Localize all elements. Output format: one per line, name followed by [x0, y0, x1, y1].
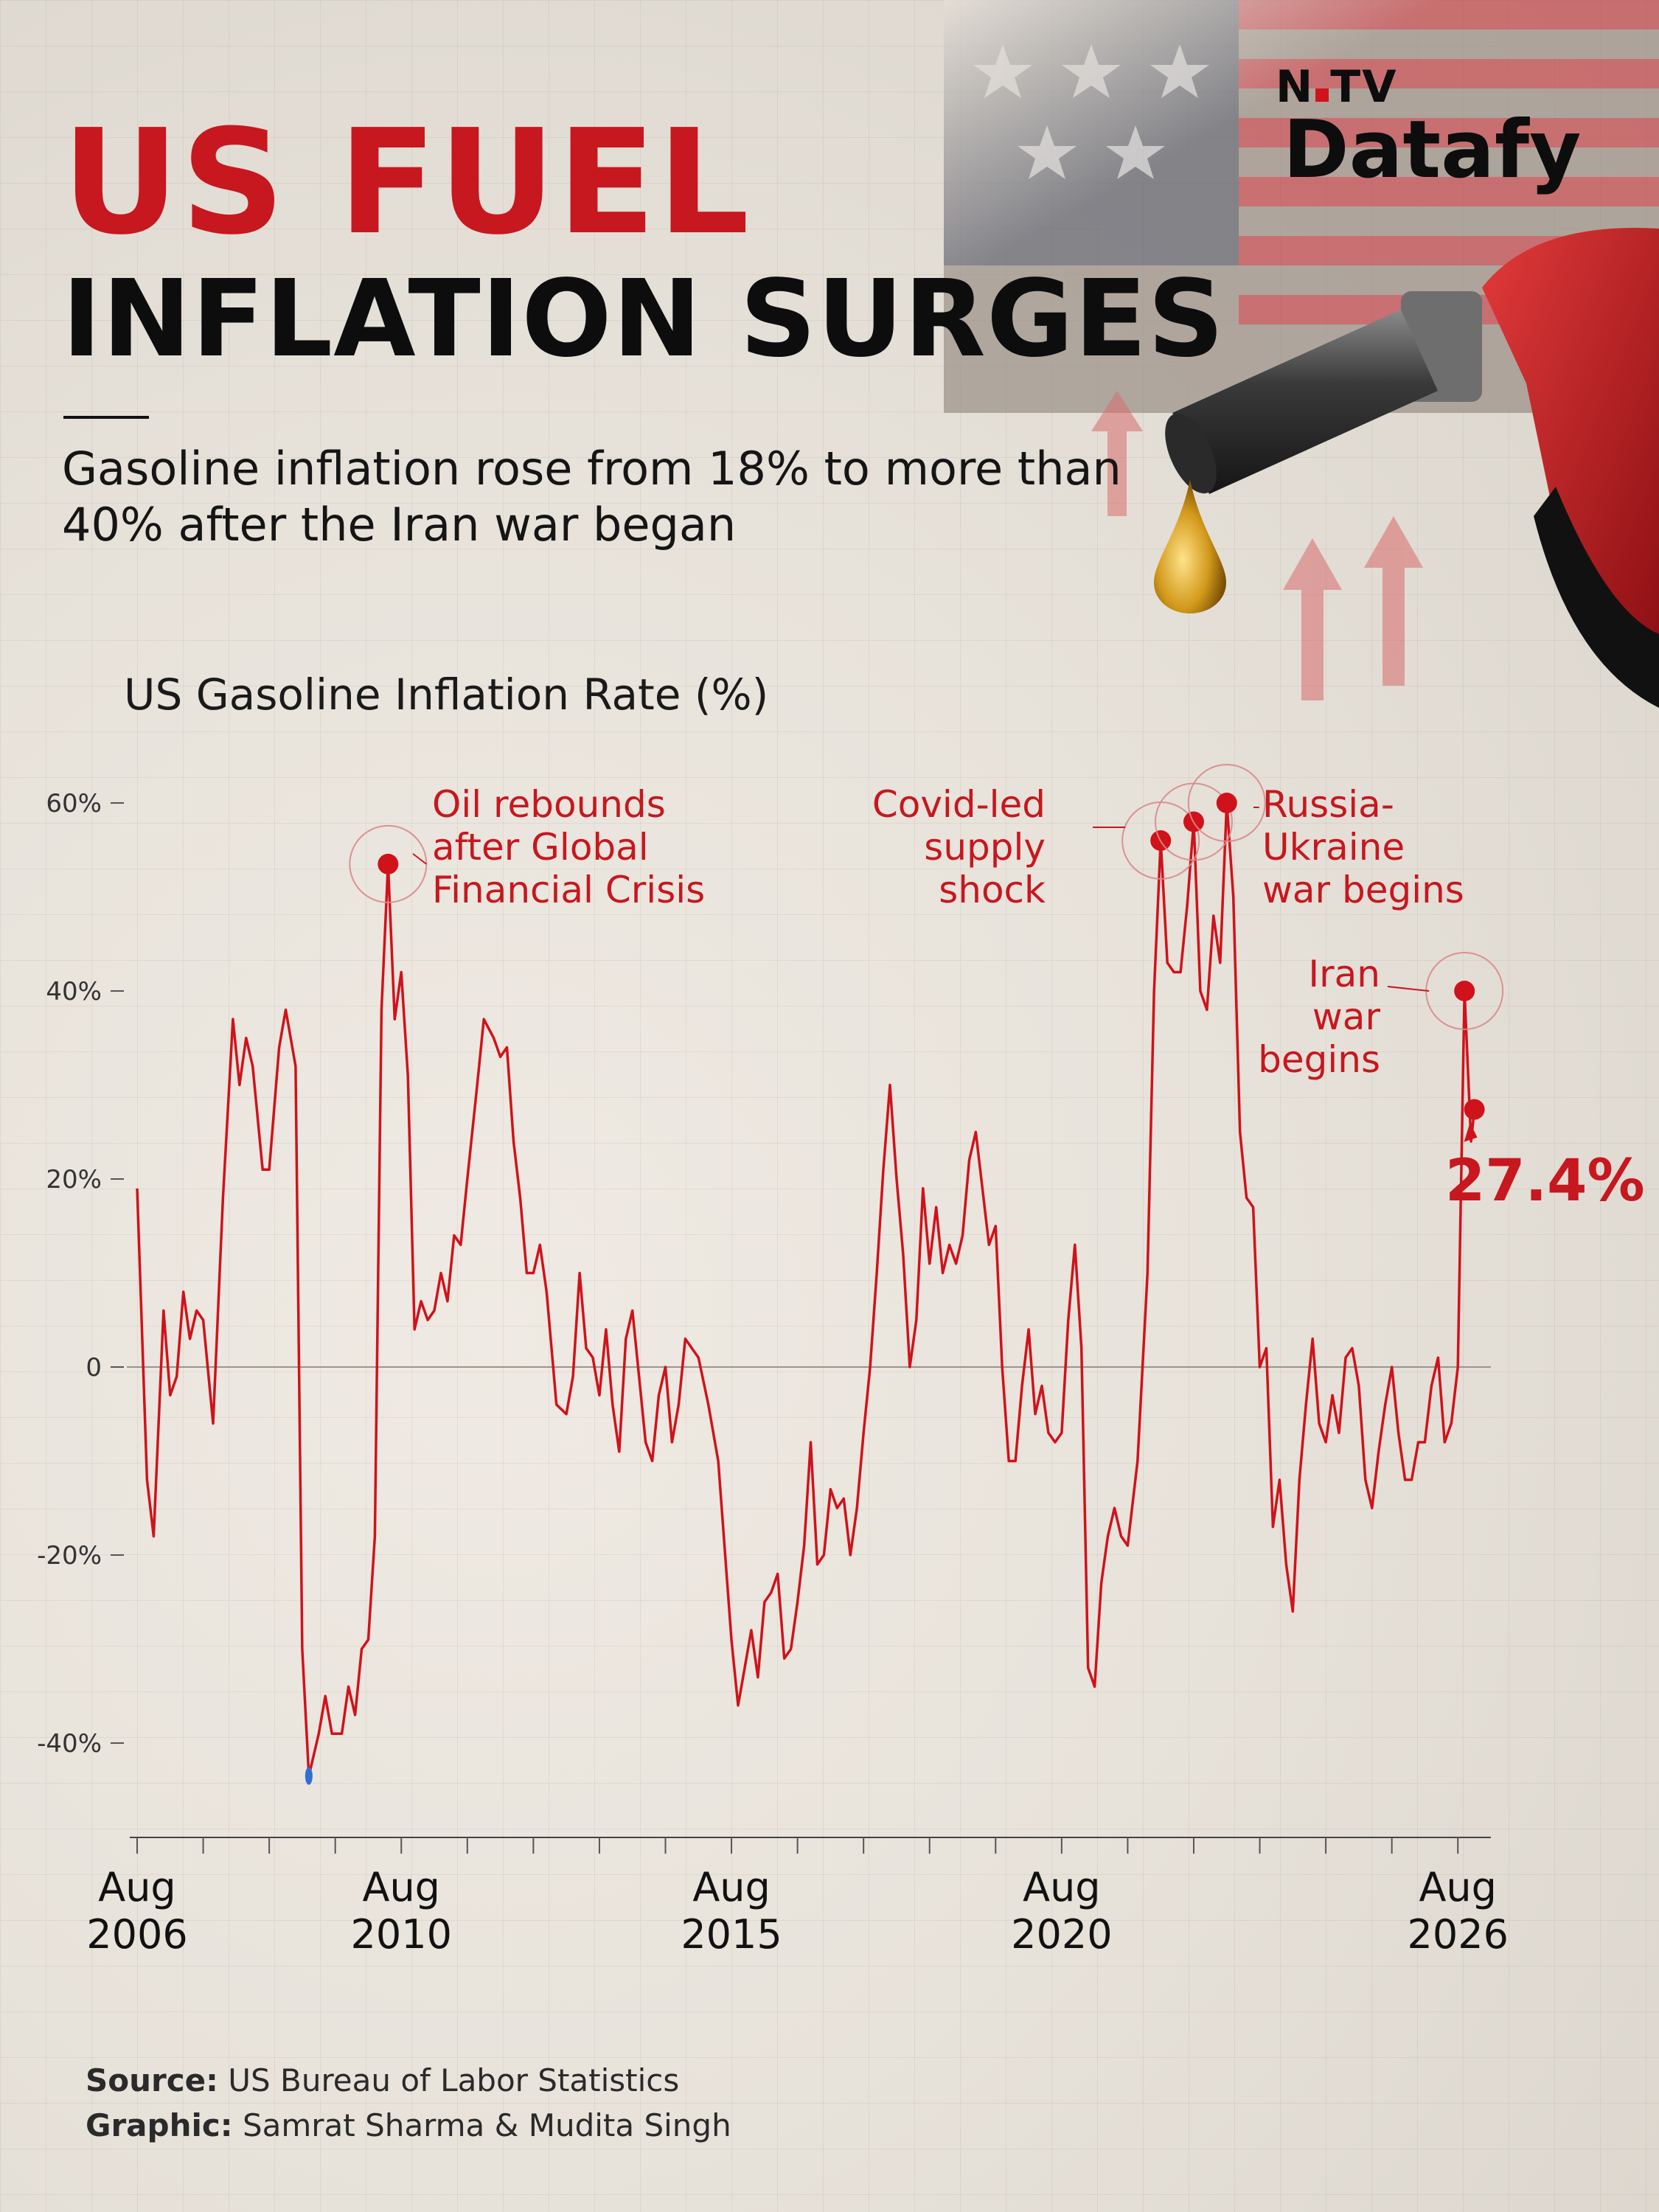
- y-tick-label: -20%: [37, 1541, 102, 1571]
- highlight-ring: [1187, 764, 1266, 842]
- source-line: Source: US Bureau of Labor Statistics: [86, 2059, 731, 2104]
- minimum-point-marker: [305, 1767, 313, 1785]
- graphic-label: Graphic:: [86, 2107, 233, 2143]
- y-tick-label: 0: [86, 1353, 102, 1382]
- subtitle: Gasoline inflation rose from 18% to more…: [62, 442, 1121, 552]
- highlight-point: [1464, 1099, 1485, 1120]
- x-tick-label-month: Aug: [1023, 1864, 1100, 1910]
- covid-annotation-line: shock: [939, 869, 1046, 911]
- russia-annotation-line: war begins: [1262, 869, 1464, 911]
- up-arrows: [1091, 391, 1423, 700]
- source-value: US Bureau of Labor Statistics: [228, 2062, 680, 2098]
- russia-annotation-line: Russia-: [1262, 783, 1394, 826]
- gfc-annotation-line: after Global: [432, 826, 649, 869]
- fuel-nozzle-icon: [1165, 228, 1659, 708]
- iran-annotation-line: begins: [1258, 1038, 1380, 1081]
- latest-value-arrow: [1464, 1122, 1478, 1142]
- logo-text-left: N: [1276, 61, 1315, 113]
- ndtv-logo: N TV: [1276, 65, 1398, 109]
- graphic-line: Graphic: Samrat Sharma & Mudita Singh: [86, 2104, 731, 2149]
- logo-red-dot: [1315, 88, 1329, 102]
- x-tick-label-year: 2006: [86, 1911, 187, 1958]
- x-tick-label-month: Aug: [1419, 1864, 1496, 1910]
- y-tick-label: -40%: [37, 1729, 102, 1759]
- title-line-1: US FUEL: [62, 99, 751, 267]
- title-line-2: INFLATION SURGES: [62, 257, 1225, 380]
- covid-annotation-line: Covid-led: [872, 783, 1046, 826]
- title-divider: [63, 416, 149, 419]
- graphic-value: Samrat Sharma & Mudita Singh: [242, 2107, 731, 2143]
- highlight-point: [378, 853, 399, 874]
- oil-drop-icon: [1154, 479, 1226, 613]
- x-tick-label-month: Aug: [692, 1864, 770, 1910]
- y-tick-label: 20%: [46, 1165, 102, 1194]
- gfc-connector: [412, 853, 427, 865]
- highlight-point: [1216, 793, 1237, 813]
- russia-annotation-line: Ukraine: [1262, 826, 1405, 869]
- gfc-annotation-line: Oil rebounds: [432, 783, 666, 826]
- iran-annotation-line: war: [1312, 995, 1381, 1038]
- chart-title: US Gasoline Inflation Rate (%): [124, 669, 769, 720]
- iran-annotation-line: Iran: [1308, 953, 1380, 995]
- x-tick-label-month: Aug: [363, 1864, 440, 1910]
- source-label: Source:: [86, 2062, 218, 2098]
- latest-value-label: 27.4%: [1445, 1148, 1645, 1214]
- highlight-point: [1454, 981, 1475, 1001]
- gasoline-inflation-line: [136, 801, 1476, 1778]
- logo-text-right: TV: [1330, 61, 1398, 113]
- y-tick-label: 40%: [46, 977, 102, 1006]
- footer: Source: US Bureau of Labor Statistics Gr…: [86, 2059, 731, 2149]
- y-tick-label: 60%: [46, 789, 102, 818]
- x-tick-label-year: 2010: [351, 1911, 452, 1958]
- gfc-annotation-line: Financial Crisis: [432, 869, 705, 911]
- datafy-logo: Datafy: [1283, 104, 1582, 196]
- x-tick-label-year: 2020: [1011, 1911, 1112, 1958]
- x-tick-label-year: 2026: [1408, 1911, 1509, 1958]
- iran-connector: [1387, 986, 1430, 992]
- covid-annotation-line: supply: [924, 826, 1046, 869]
- x-tick-label-month: Aug: [98, 1864, 175, 1910]
- x-tick-label-year: 2015: [681, 1911, 782, 1958]
